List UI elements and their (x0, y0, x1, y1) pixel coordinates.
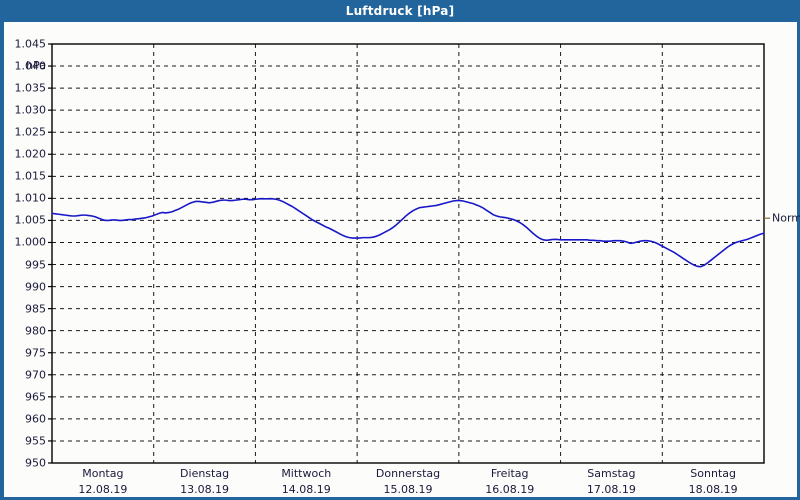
y-axis-tick-1015: 1.015 (14, 169, 47, 183)
y-axis-tick-1035: 1.035 (14, 81, 47, 95)
y-axis-tick-965: 965 (25, 390, 46, 404)
x-axis-tick-sonntag: Sonntag 18.08.19 (689, 467, 738, 496)
x-axis-tick-montag: Montag 12.08.19 (78, 467, 127, 496)
x-tick-weekday: Sonntag (690, 467, 736, 480)
x-tick-date: 12.08.19 (78, 483, 128, 496)
y-axis-tick-1005: 1.005 (14, 213, 47, 227)
x-tick-weekday: Freitag (490, 467, 529, 480)
x-tick-weekday: Donnerstag (375, 467, 441, 480)
x-tick-date: 16.08.19 (485, 483, 535, 496)
y-axis-tick-985: 985 (25, 302, 46, 316)
window-title: Luftdruck [hPa] (345, 4, 455, 18)
y-axis-tick-1040: 1.040 (14, 59, 47, 73)
x-tick-weekday: Samstag (587, 467, 636, 480)
y-axis-tick-980: 980 (25, 324, 46, 338)
y-axis-tick-975: 975 (25, 346, 46, 360)
y-axis-tick-990: 990 (25, 280, 46, 294)
y-axis-tick-1010: 1.010 (14, 191, 47, 205)
normal-reference-label: Normal (772, 211, 800, 225)
y-axis-tick-950: 950 (25, 456, 46, 470)
x-axis-tick-samstag: Samstag 17.08.19 (587, 467, 636, 496)
x-axis-tick-mittwoch: Mittwoch 14.08.19 (281, 467, 331, 496)
y-axis-tick-970: 970 (25, 368, 46, 382)
y-axis-tick-1025: 1.025 (14, 125, 47, 139)
pressure-line-plot (48, 43, 770, 464)
x-tick-weekday: Mittwoch (281, 467, 332, 480)
x-tick-date: 17.08.19 (586, 483, 636, 496)
y-axis-tick-955: 955 (25, 434, 46, 448)
y-axis-tick-995: 995 (25, 258, 46, 272)
y-axis-tick-1030: 1.030 (14, 103, 47, 117)
y-axis-tick-960: 960 (25, 412, 46, 426)
y-axis-tick-1045: 1.045 (14, 37, 47, 51)
window-titlebar: Luftdruck [hPa] (0, 0, 800, 22)
x-tick-date: 18.08.19 (688, 483, 738, 496)
y-axis-tick-1000: 1.000 (14, 235, 47, 249)
y-axis-tick-1020: 1.020 (14, 147, 47, 161)
x-tick-date: 13.08.19 (180, 483, 230, 496)
x-tick-weekday: Montag (82, 467, 124, 480)
x-axis-tick-dienstag: Dienstag 13.08.19 (180, 467, 229, 496)
x-tick-weekday: Dienstag (180, 467, 230, 480)
chart-area: hPa 1.045 1.040 1.035 1.030 1.025 1.020 1.015 1… (0, 22, 800, 500)
y-axis-unit-label: hPa (26, 59, 46, 72)
x-tick-date: 14.08.19 (281, 483, 331, 496)
x-axis-tick-donnerstag: Donnerstag 15.08.19 (376, 467, 440, 496)
x-axis-tick-freitag: Freitag 16.08.19 (485, 467, 534, 496)
x-tick-date: 15.08.19 (383, 483, 433, 496)
